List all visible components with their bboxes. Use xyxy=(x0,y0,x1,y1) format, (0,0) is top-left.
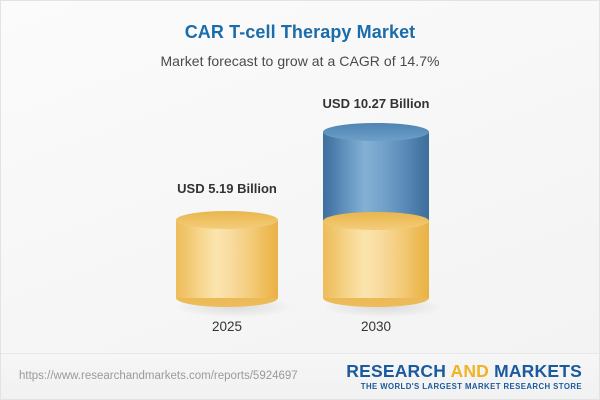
logo-word-and: AND xyxy=(450,361,489,381)
plot-area: USD 5.19 Billion 2025 USD 10.27 Billion xyxy=(1,1,599,353)
chart-title: CAR T-cell Therapy Market xyxy=(184,22,416,42)
chart-subtitle: Market forecast to grow at a CAGR of 14.… xyxy=(160,53,440,69)
cylinder-body-2025 xyxy=(176,220,278,298)
category-label-2025: 2025 xyxy=(211,319,243,334)
logo-word-markets: MARKETS xyxy=(494,361,582,381)
cylinder-split-cap-2030 xyxy=(323,212,429,230)
value-label-2025: USD 5.19 Billion xyxy=(177,181,277,196)
cylinder-segment-growth-2030 xyxy=(323,132,429,221)
logo-tagline: THE WORLD'S LARGEST MARKET RESEARCH STOR… xyxy=(360,382,582,391)
source-url[interactable]: https://www.researchandmarkets.com/repor… xyxy=(19,370,298,382)
logo-word-research: RESEARCH xyxy=(346,361,447,381)
category-label-2030: 2030 xyxy=(360,319,392,334)
cylinder-segment-base-2030 xyxy=(323,221,429,298)
cylinder-2030[interactable] xyxy=(323,123,429,307)
bar-group-2030: USD 10.27 Billion 2030 xyxy=(322,1,441,353)
cylinder-2025[interactable] xyxy=(176,211,278,307)
logo-wordmark: RESEARCH AND MARKETS xyxy=(346,361,582,381)
cylinder-top-cap-2030 xyxy=(323,123,429,141)
value-label-2030: USD 10.27 Billion xyxy=(322,96,430,111)
brand-logo[interactable]: RESEARCH AND MARKETS THE WORLD'S LARGEST… xyxy=(346,361,582,392)
bar-group-2025: USD 5.19 Billion 2025 xyxy=(176,1,290,353)
cylinder-top-cap-2025 xyxy=(176,211,278,229)
footer: https://www.researchandmarkets.com/repor… xyxy=(1,353,599,399)
